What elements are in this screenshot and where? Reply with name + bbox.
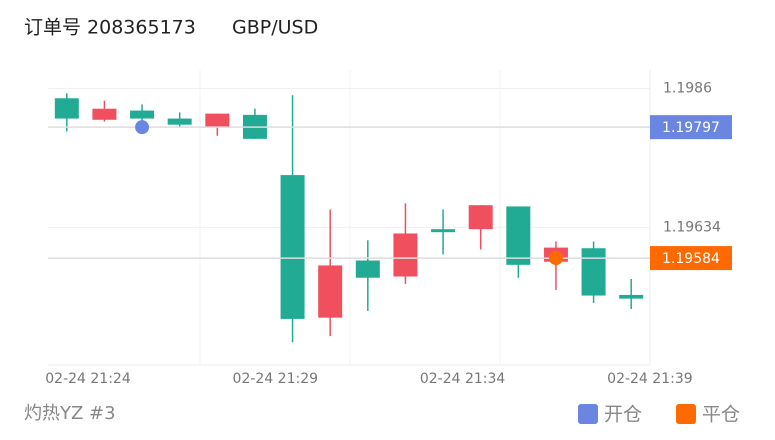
candle-body xyxy=(167,118,192,125)
price-box xyxy=(650,246,732,271)
candle-body xyxy=(205,113,230,127)
candle-body xyxy=(355,260,380,278)
candle-body xyxy=(318,265,343,318)
candle-body xyxy=(581,248,606,296)
y-tick-label: 1.19634 xyxy=(663,219,721,235)
trade-marker xyxy=(548,251,563,266)
x-tick-label: 02-24 21:29 xyxy=(233,371,318,387)
legend-swatch xyxy=(676,404,696,424)
footer: 灼热YZ #3 xyxy=(24,403,116,424)
trade-marker xyxy=(135,120,150,135)
legend-swatch xyxy=(578,404,598,424)
candle-body xyxy=(393,233,418,277)
chart-subtitle: GBP/USD xyxy=(232,17,318,39)
candle-body xyxy=(130,110,155,119)
candle-body xyxy=(54,98,79,119)
price-box xyxy=(650,115,732,140)
chart-title: 订单号 208365173 xyxy=(24,17,196,39)
x-tick-label: 02-24 21:39 xyxy=(607,371,692,387)
candle-body xyxy=(431,229,456,233)
y-tick-label: 1.1986 xyxy=(663,80,712,96)
x-tick-label: 02-24 21:34 xyxy=(420,371,506,387)
price-label: 1.19584 xyxy=(662,251,720,267)
candle-body xyxy=(619,294,644,299)
candle-body xyxy=(92,108,117,120)
x-tick-label: 02-24 21:24 xyxy=(45,371,131,387)
price-label: 1.19797 xyxy=(662,120,720,136)
candle-body xyxy=(468,205,493,230)
legend-label: 开仓 xyxy=(604,404,642,426)
candle-body xyxy=(280,175,305,319)
candle-body xyxy=(506,206,531,265)
legend-label: 平仓 xyxy=(702,404,740,426)
